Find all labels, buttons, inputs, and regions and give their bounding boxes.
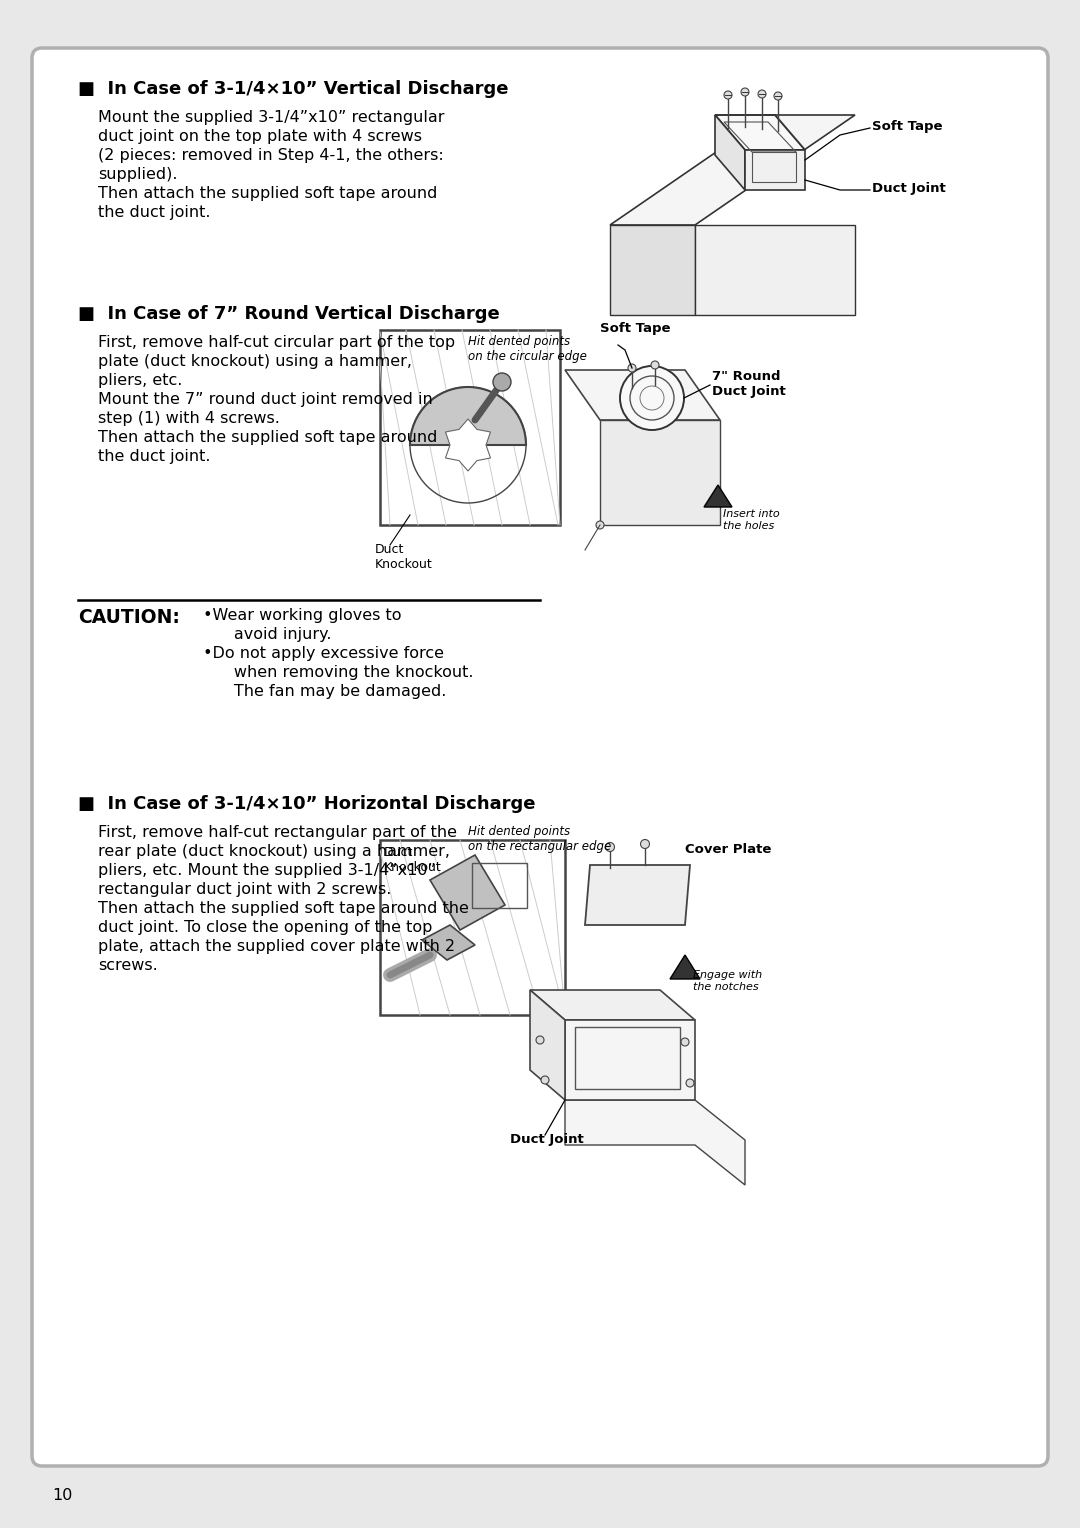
Text: rear plate (duct knockout) using a hammer,: rear plate (duct knockout) using a hamme… — [98, 843, 450, 859]
Circle shape — [492, 373, 511, 391]
Polygon shape — [600, 420, 720, 526]
Text: plate, attach the supplied cover plate with 2: plate, attach the supplied cover plate w… — [98, 940, 455, 953]
Bar — [575, 1027, 680, 1089]
Text: ■  In Case of 3-1/4×10” Horizontal Discharge: ■ In Case of 3-1/4×10” Horizontal Discha… — [78, 795, 536, 813]
Text: Soft Tape: Soft Tape — [872, 121, 943, 133]
Polygon shape — [565, 370, 720, 420]
Text: rectangular duct joint with 2 screws.: rectangular duct joint with 2 screws. — [98, 882, 391, 897]
Text: Mount the 7” round duct joint removed in: Mount the 7” round duct joint removed in — [98, 393, 433, 406]
Circle shape — [681, 1038, 689, 1047]
Polygon shape — [745, 150, 805, 189]
Text: Duct
Knockout: Duct Knockout — [384, 847, 442, 874]
Text: Then attach the supplied soft tape around the: Then attach the supplied soft tape aroun… — [98, 902, 469, 915]
Text: First, remove half-cut circular part of the top: First, remove half-cut circular part of … — [98, 335, 455, 350]
Text: Hit dented points
on the circular edge: Hit dented points on the circular edge — [468, 335, 586, 364]
Polygon shape — [565, 1100, 745, 1186]
Text: First, remove half-cut rectangular part of the: First, remove half-cut rectangular part … — [98, 825, 457, 840]
Text: Duct
Knockout: Duct Knockout — [375, 542, 433, 571]
Text: screws.: screws. — [98, 958, 158, 973]
Text: pliers, etc.: pliers, etc. — [98, 373, 183, 388]
Polygon shape — [704, 484, 732, 507]
Circle shape — [686, 1079, 694, 1086]
Polygon shape — [670, 955, 700, 979]
Text: •Wear working gloves to: •Wear working gloves to — [198, 608, 402, 623]
Text: supplied).: supplied). — [98, 167, 177, 182]
Text: duct joint. To close the opening of the top: duct joint. To close the opening of the … — [98, 920, 432, 935]
Text: avoid injury.: avoid injury. — [198, 626, 332, 642]
Polygon shape — [530, 990, 696, 1021]
Bar — [472, 863, 527, 908]
Text: Duct Joint: Duct Joint — [872, 182, 946, 196]
Polygon shape — [696, 225, 855, 315]
Wedge shape — [410, 387, 526, 445]
Text: Then attach the supplied soft tape around: Then attach the supplied soft tape aroun… — [98, 429, 437, 445]
Text: Cover Plate: Cover Plate — [685, 843, 771, 856]
Bar — [380, 840, 565, 1015]
Text: Mount the supplied 3-1/4”x10” rectangular: Mount the supplied 3-1/4”x10” rectangula… — [98, 110, 445, 125]
Circle shape — [651, 361, 659, 368]
Circle shape — [640, 839, 649, 848]
Circle shape — [627, 364, 636, 371]
Polygon shape — [530, 990, 565, 1100]
Polygon shape — [610, 225, 696, 315]
Circle shape — [741, 89, 750, 96]
Text: Hit dented points
on the rectangular edge: Hit dented points on the rectangular edg… — [468, 825, 611, 853]
Text: Then attach the supplied soft tape around: Then attach the supplied soft tape aroun… — [98, 186, 437, 202]
Circle shape — [541, 1076, 549, 1083]
Polygon shape — [422, 924, 475, 960]
Text: when removing the knockout.: when removing the knockout. — [198, 665, 473, 680]
Circle shape — [606, 842, 615, 851]
Circle shape — [536, 1036, 544, 1044]
Text: Duct Joint: Duct Joint — [510, 1132, 584, 1146]
Circle shape — [758, 90, 766, 98]
Text: ■  In Case of 7” Round Vertical Discharge: ■ In Case of 7” Round Vertical Discharge — [78, 306, 500, 322]
Bar — [380, 330, 561, 526]
Circle shape — [596, 521, 604, 529]
Text: 10: 10 — [52, 1488, 72, 1504]
Polygon shape — [585, 865, 690, 924]
FancyBboxPatch shape — [32, 47, 1048, 1465]
Text: Insert into
the holes: Insert into the holes — [723, 509, 780, 530]
Text: step (1) with 4 screws.: step (1) with 4 screws. — [98, 411, 280, 426]
Text: pliers, etc. Mount the supplied 3-1/4”x10”: pliers, etc. Mount the supplied 3-1/4”x1… — [98, 863, 436, 879]
Polygon shape — [445, 419, 490, 471]
Text: The fan may be damaged.: The fan may be damaged. — [198, 685, 446, 698]
Polygon shape — [715, 115, 745, 189]
Polygon shape — [610, 115, 855, 225]
Text: (2 pieces: removed in Step 4-1, the others:: (2 pieces: removed in Step 4-1, the othe… — [98, 148, 444, 163]
Polygon shape — [715, 115, 805, 150]
Circle shape — [620, 367, 684, 429]
Circle shape — [774, 92, 782, 99]
Polygon shape — [565, 1021, 696, 1100]
Text: Engage with
the notches: Engage with the notches — [693, 970, 762, 992]
Text: •Do not apply excessive force: •Do not apply excessive force — [198, 646, 444, 662]
Text: 7" Round
Duct Joint: 7" Round Duct Joint — [712, 370, 786, 397]
Text: the duct joint.: the duct joint. — [98, 205, 211, 220]
Circle shape — [724, 92, 732, 99]
Text: duct joint on the top plate with 4 screws: duct joint on the top plate with 4 screw… — [98, 128, 422, 144]
Text: the duct joint.: the duct joint. — [98, 449, 211, 465]
Text: plate (duct knockout) using a hammer,: plate (duct knockout) using a hammer, — [98, 354, 411, 368]
Polygon shape — [430, 856, 505, 931]
Text: ■  In Case of 3-1/4×10” Vertical Discharge: ■ In Case of 3-1/4×10” Vertical Discharg… — [78, 79, 509, 98]
Text: CAUTION:: CAUTION: — [78, 608, 180, 626]
Text: Soft Tape: Soft Tape — [600, 322, 671, 335]
